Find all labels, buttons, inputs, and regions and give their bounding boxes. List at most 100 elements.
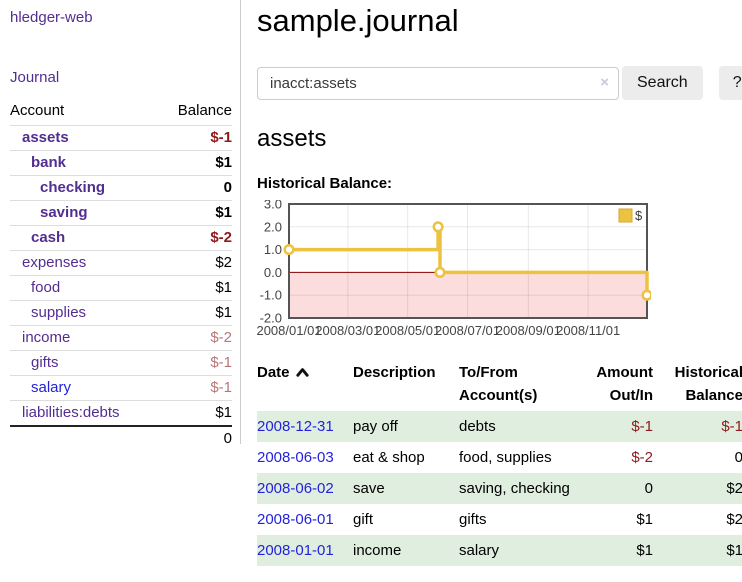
sidebar: hledger-web Journal Account Balance asse… (0, 0, 241, 451)
register-table: Date Description To/From Account(s) Amou… (257, 357, 742, 566)
sidebar-account-link[interactable]: food (31, 279, 61, 296)
historical-balance-chart: $3.0 2.0 1.0 0.0 -1.0 -2.0 2008/01/01 2008/03/0… (257, 200, 742, 342)
svg-text:-2.0: -2.0 (260, 311, 282, 326)
accounts-header-row: Account Balance (10, 98, 232, 126)
register-header-amount: Amount Out/In (596, 364, 653, 404)
account-balance: 0 (158, 175, 232, 201)
account-row: income $-2 (10, 325, 232, 351)
search-button[interactable]: Search (622, 66, 703, 100)
account-balance: $1 (158, 275, 232, 301)
register-date-link[interactable]: 2008-01-01 (257, 542, 334, 559)
register-amount: $-2 (631, 449, 653, 466)
register-amount: 0 (644, 480, 653, 497)
sidebar-account-link[interactable]: gifts (31, 354, 59, 371)
register-date-link[interactable]: 2008-06-01 (257, 511, 334, 528)
svg-text:0.0: 0.0 (264, 265, 282, 280)
register-amount: $1 (636, 542, 653, 559)
account-balance: $1 (158, 200, 232, 226)
svg-text:2.0: 2.0 (264, 219, 282, 234)
account-balance: $1 (158, 300, 232, 326)
main-content: sample.journal × Search ? assets Histori… (241, 0, 742, 566)
register-date-link[interactable]: 2008-12-31 (257, 418, 334, 435)
register-accounts: debts (459, 418, 496, 435)
register-date-link[interactable]: 2008-06-03 (257, 449, 334, 466)
register-balance: $-1 (721, 418, 742, 435)
account-row: bank $1 (10, 150, 232, 176)
register-accounts: food, supplies (459, 449, 552, 466)
account-row: cash $-2 (10, 225, 232, 251)
accounts-total-value: 0 (158, 425, 232, 451)
sidebar-account-link[interactable]: checking (40, 179, 106, 196)
help-button[interactable]: ? (718, 66, 742, 100)
register-balance: 0 (734, 449, 742, 466)
sidebar-account-link[interactable]: bank (31, 154, 67, 171)
register-row: 2008-06-02 save saving, checking 0 $2 (257, 473, 742, 504)
account-balance: $-2 (158, 225, 232, 251)
register-amount: $-1 (631, 418, 653, 435)
account-row: assets $-1 (10, 125, 232, 151)
svg-text:-1.0: -1.0 (260, 288, 282, 303)
sidebar-account-link[interactable]: cash (31, 229, 66, 246)
account-balance: $-2 (158, 325, 232, 351)
register-header-description: Description (353, 364, 436, 381)
svg-text:2008/07/01: 2008/07/01 (435, 323, 500, 338)
clear-search-icon[interactable]: × (600, 73, 609, 91)
page-title: sample.journal (257, 3, 459, 38)
hledger-web-app: hledger-web Journal Account Balance asse… (0, 0, 742, 566)
svg-text:2008/09/01: 2008/09/01 (496, 323, 561, 338)
register-description: income (353, 542, 402, 559)
register-balance: $2 (726, 480, 742, 497)
sidebar-account-link[interactable]: supplies (31, 304, 87, 321)
app-brand-link[interactable]: hledger-web (10, 9, 93, 26)
register-description: pay off (353, 418, 398, 435)
sidebar-item-journal[interactable]: Journal (10, 69, 60, 86)
register-description: eat & shop (353, 449, 425, 466)
register-header-accounts: To/From Account(s) (459, 364, 538, 404)
register-description: gift (353, 511, 374, 528)
account-balance: $-1 (158, 125, 232, 151)
svg-text:3.0: 3.0 (264, 200, 282, 212)
search-input[interactable] (257, 66, 619, 100)
account-row: liabilities:debts $1 (10, 400, 232, 426)
account-row: salary $-1 (10, 375, 232, 401)
register-accounts: gifts (459, 511, 487, 528)
register-description: save (353, 480, 385, 497)
sidebar-account-link[interactable]: income (22, 329, 71, 346)
register-header-row: Date Description To/From Account(s) Amou… (257, 357, 742, 411)
accounts-header-balance: Balance (177, 102, 232, 119)
svg-text:1.0: 1.0 (264, 242, 282, 257)
account-row: saving $1 (10, 200, 232, 226)
register-header-balance: Historical Balance (674, 364, 742, 404)
register-accounts: salary (459, 542, 500, 559)
accounts-table: Account Balance assets $-1 bank $1 checking 0… (10, 98, 232, 451)
register-date-link[interactable]: 2008-06-02 (257, 480, 334, 497)
account-balance: $1 (158, 150, 232, 176)
register-header-date[interactable]: Date (257, 357, 353, 411)
register-row: 2008-12-31 pay off debts $-1 $-1 (257, 411, 742, 442)
account-heading: assets (257, 125, 327, 152)
register-row: 2008-06-03 eat & shop food, supplies $-2 0 (257, 442, 742, 473)
account-row: expenses $2 (10, 250, 232, 276)
sidebar-account-link[interactable]: saving (40, 204, 88, 221)
accounts-total-row: 0 (10, 425, 232, 451)
register-amount: $1 (636, 511, 653, 528)
svg-text:2008/05/01: 2008/05/01 (375, 323, 440, 338)
account-row: supplies $1 (10, 300, 232, 326)
account-row: food $1 (10, 275, 232, 301)
sidebar-account-link[interactable]: expenses (22, 254, 87, 271)
account-balance: $1 (158, 400, 232, 426)
register-balance: $2 (726, 511, 742, 528)
account-balance: $-1 (158, 375, 232, 401)
chart-title: Historical Balance: (257, 175, 393, 192)
sort-ascending-icon (295, 364, 309, 381)
search-bar: × Search ? (257, 66, 742, 100)
svg-text:2008/11/01: 2008/11/01 (556, 323, 620, 338)
sidebar-account-link[interactable]: liabilities:debts (22, 404, 120, 421)
sidebar-account-link[interactable]: assets (22, 129, 69, 146)
account-balance: $2 (158, 250, 232, 276)
sidebar-account-link[interactable]: salary (31, 379, 72, 396)
register-row: 2008-06-01 gift gifts $1 $2 (257, 504, 742, 535)
svg-text:2008/03/01: 2008/03/01 (315, 323, 380, 338)
account-row: checking 0 (10, 175, 232, 201)
accounts-header-account: Account (10, 102, 65, 119)
